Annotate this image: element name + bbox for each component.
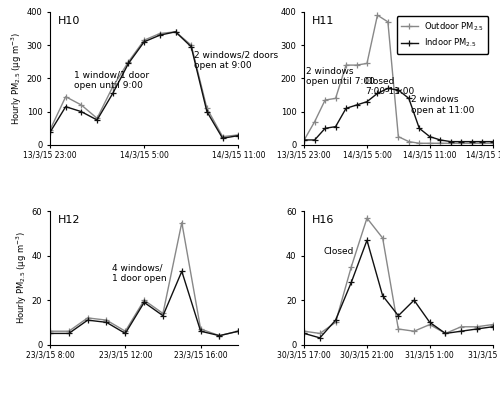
Text: Closed: Closed [323,247,354,256]
Text: 1 window/1 door
open until 9:00: 1 window/1 door open until 9:00 [74,70,148,90]
Text: Closed
7:00-11:00: Closed 7:00-11:00 [365,77,414,96]
Text: H11: H11 [312,16,334,26]
Legend: Outdoor PM$_{2.5}$, Indoor PM$_{2.5}$: Outdoor PM$_{2.5}$, Indoor PM$_{2.5}$ [396,16,488,53]
Text: 4 windows/
1 door open: 4 windows/ 1 door open [112,264,167,283]
Text: 2 windows
open until 7:00: 2 windows open until 7:00 [306,67,375,86]
Text: H10: H10 [58,16,80,26]
Y-axis label: Hourly PM$_{2.5}$ (μg m$^{-3}$): Hourly PM$_{2.5}$ (μg m$^{-3}$) [14,232,29,324]
Text: 2 windows
open at 11:00: 2 windows open at 11:00 [411,95,474,115]
Text: 2 windows/2 doors
open at 9:00: 2 windows/2 doors open at 9:00 [194,50,278,70]
Y-axis label: Hourly PM$_{2.5}$ (μg m$^{-3}$): Hourly PM$_{2.5}$ (μg m$^{-3}$) [10,32,24,125]
Text: H16: H16 [312,215,334,225]
Text: H12: H12 [58,215,80,225]
